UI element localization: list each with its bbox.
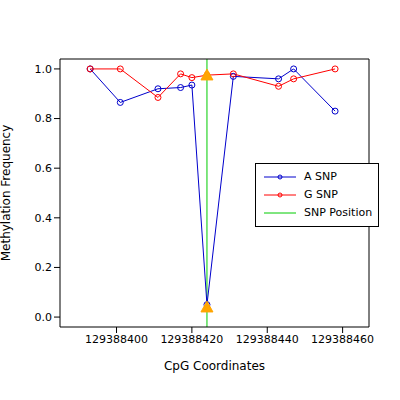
svg-text:Methylation Frequency: Methylation Frequency bbox=[8, 125, 13, 262]
svg-text:129388460: 129388460 bbox=[311, 333, 374, 346]
html-text:SNP Position: SNP Position bbox=[304, 206, 373, 219]
svg-text:0.4: 0.4 bbox=[35, 212, 53, 225]
html-text:A SNP: A SNP bbox=[304, 170, 337, 183]
svg-text:0.0: 0.0 bbox=[35, 311, 53, 324]
svg-text:1.0: 1.0 bbox=[35, 63, 53, 76]
svg-text:129388420: 129388420 bbox=[160, 333, 223, 346]
svg-text:129388440: 129388440 bbox=[236, 333, 299, 346]
svg-text:129388400: 129388400 bbox=[85, 333, 148, 346]
svg-text:0.6: 0.6 bbox=[35, 162, 53, 175]
svg-text:CpG Coordinates: CpG Coordinates bbox=[164, 359, 265, 373]
svg-text:0.8: 0.8 bbox=[35, 112, 53, 125]
html-text:G SNP: G SNP bbox=[304, 188, 338, 201]
svg-text:0.2: 0.2 bbox=[35, 261, 53, 274]
